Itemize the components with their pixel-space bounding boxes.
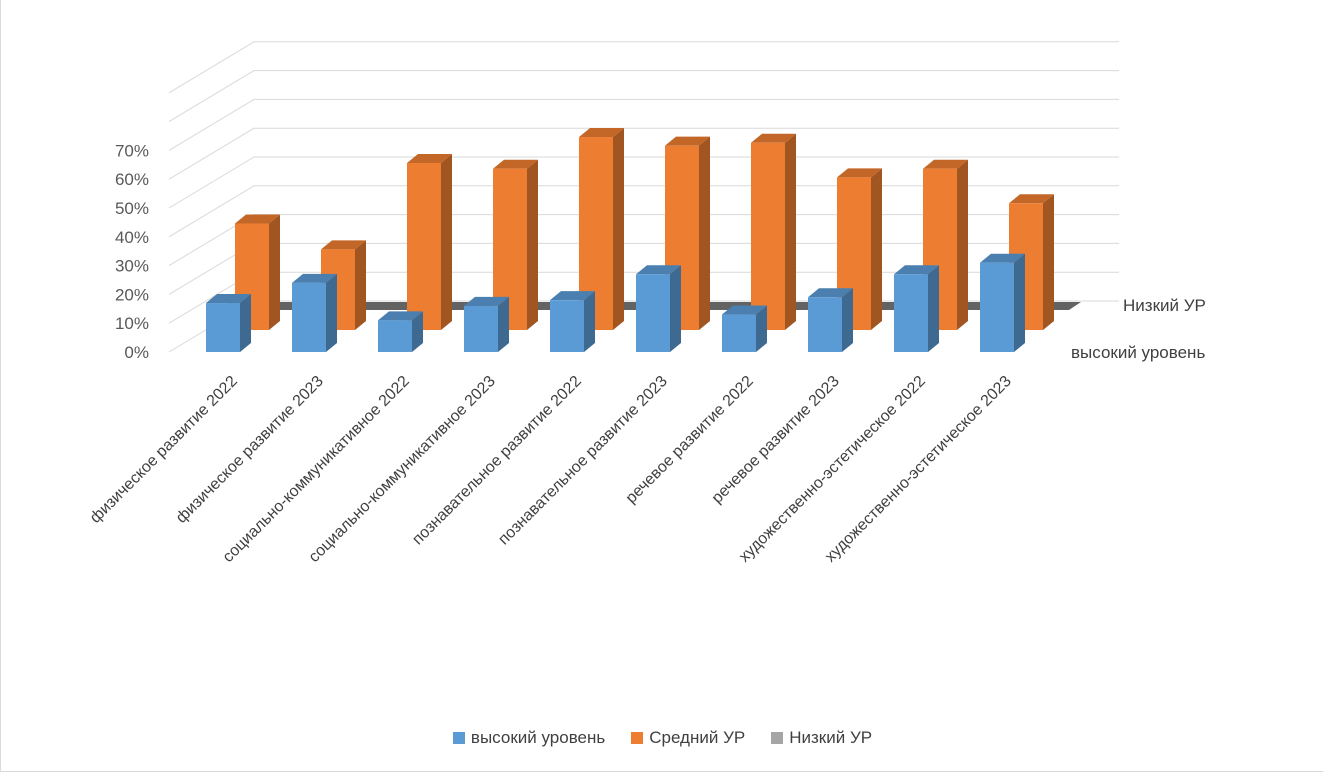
bar-medium-6 bbox=[751, 133, 796, 330]
y-tick-label: 70% bbox=[115, 141, 149, 160]
front-row-bars bbox=[206, 253, 1025, 352]
y-tick-label: 50% bbox=[115, 199, 149, 218]
gridline-side bbox=[168, 70, 255, 123]
category-label: социально-коммуникативное 2022 bbox=[220, 373, 413, 566]
y-tick-label: 10% bbox=[115, 314, 149, 333]
gridline-side bbox=[168, 156, 255, 209]
category-label: художественно-эстетическое 2022 bbox=[736, 373, 929, 566]
legend-swatch-high bbox=[452, 732, 465, 744]
legend-label-medium: Средний УР bbox=[649, 728, 746, 747]
gridline-side bbox=[168, 185, 255, 238]
bar-medium-2 bbox=[407, 153, 452, 330]
bar-medium-0 bbox=[235, 214, 280, 330]
depth-axis-labels: Низкий УР высокий уровень bbox=[1071, 296, 1206, 362]
bar-high-9 bbox=[980, 253, 1025, 352]
bar-high-3 bbox=[464, 296, 509, 352]
legend-item-medium: Средний УР bbox=[631, 728, 745, 748]
bar-high-7 bbox=[808, 288, 853, 352]
legend: высокий уровень Средний УР Низкий УР bbox=[1, 728, 1323, 748]
gridline-side bbox=[168, 127, 255, 180]
legend-swatch-low bbox=[771, 732, 784, 744]
legend-item-low: Низкий УР bbox=[771, 728, 872, 748]
legend-swatch-medium bbox=[631, 732, 644, 744]
y-tick-label: 60% bbox=[115, 170, 149, 189]
bar-medium-8 bbox=[923, 159, 968, 330]
bar-high-2 bbox=[378, 311, 423, 352]
bar-high-6 bbox=[722, 305, 767, 352]
legend-label-high: высокий уровень bbox=[470, 728, 606, 747]
category-label: физическое развитие 2022 bbox=[87, 373, 241, 527]
depth-label-high: высокий уровень bbox=[1071, 343, 1205, 362]
gridline-side bbox=[168, 41, 255, 94]
y-tick-label: 40% bbox=[115, 228, 149, 247]
category-label: познавательное развитие 2023 bbox=[495, 373, 671, 549]
bar-high-4 bbox=[550, 291, 595, 352]
category-label: художественно-эстетическое 2023 bbox=[822, 373, 1015, 566]
category-label: социально-коммуникативное 2023 bbox=[306, 373, 499, 566]
y-tick-label: 20% bbox=[115, 285, 149, 304]
gridline-side bbox=[168, 98, 255, 151]
depth-label-low: Низкий УР bbox=[1123, 296, 1206, 315]
category-label: познавательное развитие 2022 bbox=[409, 373, 585, 549]
legend-item-high: высокий уровень bbox=[452, 728, 606, 748]
y-tick-label: 30% bbox=[115, 257, 149, 276]
bar-high-8 bbox=[894, 265, 939, 352]
bar-high-0 bbox=[206, 294, 251, 352]
y-tick-label: 0% bbox=[124, 343, 149, 362]
bar-high-5 bbox=[636, 265, 681, 352]
bar-high-1 bbox=[292, 273, 337, 352]
y-axis-ticks: 0% 10% 20% 30% 40% 50% 60% 70% bbox=[115, 141, 149, 362]
category-label: физическое развитие 2023 bbox=[173, 373, 327, 527]
legend-label-low: Низкий УР bbox=[789, 728, 873, 747]
